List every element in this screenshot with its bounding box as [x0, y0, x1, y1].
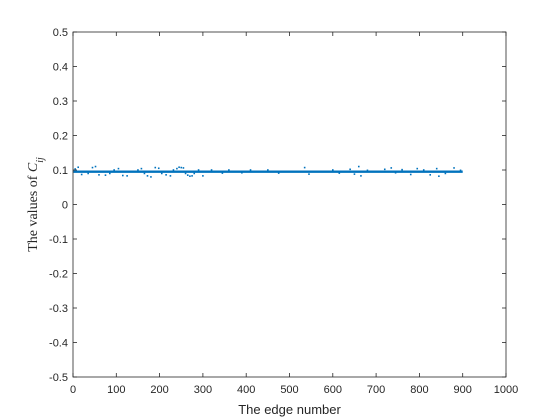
y-tick-label: 0.3 — [53, 96, 68, 108]
y-tick-label: 0.4 — [53, 62, 68, 74]
scatter-point — [332, 169, 334, 171]
scatter-point — [438, 175, 440, 178]
x-tick-label: 600 — [324, 384, 342, 396]
scatter-point — [353, 173, 356, 175]
scatter-point — [169, 175, 172, 177]
y-axis-label-prefix: The values of — [26, 172, 41, 252]
scatter-point — [165, 174, 167, 176]
scatter-point — [249, 169, 252, 171]
y-tick-label: -0.5 — [49, 372, 68, 384]
scatter-point — [277, 172, 280, 174]
scatter-point — [157, 167, 160, 170]
x-tick-label: 400 — [237, 384, 255, 396]
scatter-point — [126, 175, 128, 177]
scatter-point — [98, 174, 100, 176]
scatter-point — [189, 175, 191, 178]
scatter-point — [117, 167, 120, 170]
scatter-point — [186, 174, 189, 176]
scatter-point — [228, 169, 230, 171]
scatter-point — [193, 172, 196, 175]
scatter-point — [409, 173, 412, 176]
x-tick-label: 0 — [70, 384, 76, 396]
scatter-point — [401, 168, 403, 171]
scatter-point — [94, 165, 97, 168]
x-tick-label: 700 — [367, 384, 385, 396]
scatter-point — [357, 165, 360, 168]
scatter-point — [80, 173, 83, 176]
y-axis-label-subscript: ij — [35, 157, 46, 163]
scatter-point — [154, 166, 157, 169]
scatter-point — [146, 175, 149, 177]
scatter-point — [459, 169, 462, 172]
scatter-point — [308, 173, 310, 175]
scatter-point — [349, 168, 351, 171]
x-tick-label: 500 — [280, 384, 298, 396]
y-tick-label: -0.4 — [49, 338, 68, 350]
scatter-point — [91, 166, 94, 169]
x-axis-label: The edge number — [238, 402, 341, 417]
scatter-point — [360, 175, 362, 177]
scatter-point — [210, 169, 213, 171]
scatter-point — [104, 174, 107, 176]
scatter-point — [267, 169, 269, 171]
y-tick-label: 0.5 — [53, 27, 68, 39]
scatter-point — [180, 166, 183, 169]
scatter-point — [113, 169, 115, 171]
tick-layer: 0 100 200 300 400 500 600 700 800 900 1000 -0.5 -0.4… — [49, 27, 518, 396]
y-tick-label: -0.2 — [49, 269, 68, 281]
scatter-point — [241, 171, 243, 174]
x-tick-label: 300 — [194, 384, 212, 396]
y-tick-label: -0.3 — [49, 303, 68, 315]
scatter-point — [160, 172, 163, 175]
y-tick-label: 0 — [62, 200, 68, 212]
y-axis-label-symbol: C — [26, 162, 41, 172]
scatter-point — [453, 167, 455, 169]
plot-background — [73, 32, 506, 377]
scatter-point — [429, 174, 432, 176]
x-tick-label: 1000 — [494, 384, 518, 396]
x-tick-label: 900 — [454, 384, 472, 396]
x-tick-label: 200 — [150, 384, 168, 396]
scatter-point — [390, 167, 393, 169]
scatter-point — [172, 169, 175, 171]
scatter-point — [435, 167, 438, 170]
scatter-point — [121, 174, 124, 177]
scatter-point — [422, 169, 425, 171]
scatter-point — [394, 171, 397, 174]
scatter-point — [77, 166, 79, 169]
x-tick-label: 100 — [107, 384, 125, 396]
scatter-point — [221, 172, 224, 174]
y-axis-label: The values of Cij — [26, 157, 46, 252]
scatter-point — [338, 172, 341, 174]
scatter-point — [176, 167, 178, 170]
scatter-point — [444, 172, 447, 175]
scatter-point — [202, 175, 204, 177]
scatter-point — [366, 169, 369, 172]
scatter-point — [178, 166, 180, 169]
y-tick-label: 0.2 — [53, 131, 68, 143]
x-tick-label: 800 — [410, 384, 428, 396]
scatter-point — [182, 167, 185, 169]
data-layer — [73, 165, 463, 178]
scatter-point — [87, 172, 89, 175]
y-tick-label: 0.1 — [53, 165, 68, 177]
scatter-point — [191, 175, 193, 177]
scatter-point — [416, 167, 419, 170]
scatter-point — [109, 172, 111, 175]
scatter-point — [383, 168, 386, 171]
scatter-point — [150, 176, 152, 178]
scatter-point — [137, 169, 139, 171]
scatter-point — [74, 168, 76, 170]
scatter-point — [303, 166, 306, 169]
scatter-point — [143, 172, 146, 175]
scatter-point — [197, 169, 200, 171]
scatter-point — [140, 167, 143, 170]
y-tick-label: -0.1 — [49, 234, 68, 246]
scatter-point — [184, 172, 187, 175]
